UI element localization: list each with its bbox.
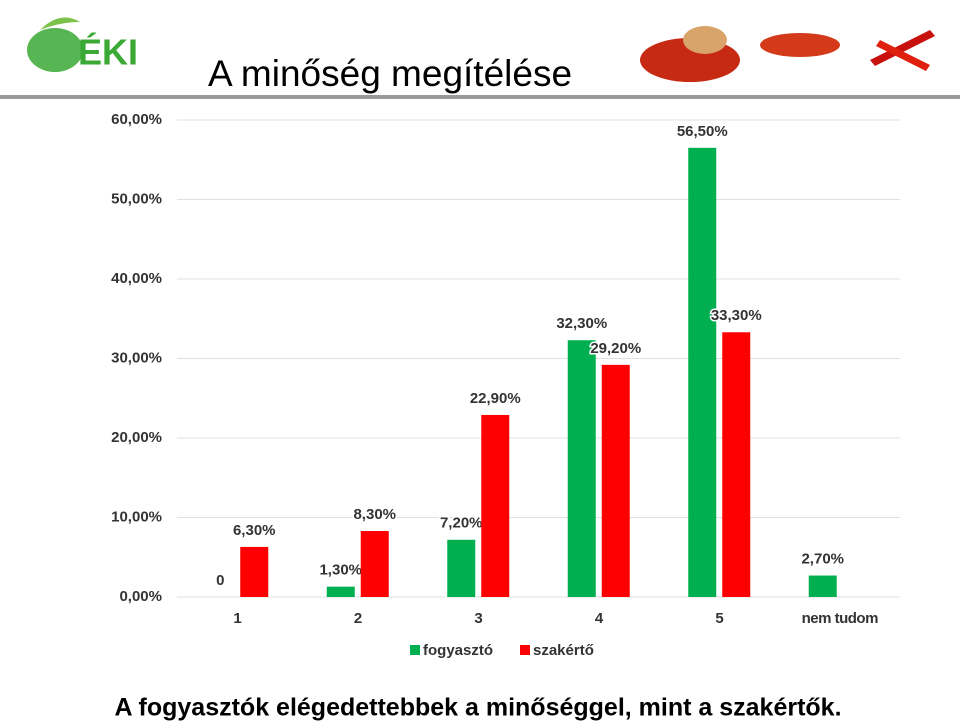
data-label: 56,50% <box>677 123 728 140</box>
data-label: 1,30% <box>319 562 362 579</box>
bar <box>601 364 630 597</box>
y-tick-label: 0,00% <box>119 588 162 605</box>
y-tick-label: 30,00% <box>111 349 162 366</box>
data-label: 7,20% <box>440 515 483 532</box>
data-label: 6,30% <box>233 522 276 539</box>
y-tick-label: 20,00% <box>111 429 162 446</box>
y-tick-label: 50,00% <box>111 190 162 207</box>
x-tick-label: nem tudom <box>802 610 878 627</box>
bar <box>722 332 751 597</box>
y-tick-label: 40,00% <box>111 270 162 287</box>
data-label: 2,70% <box>801 551 844 568</box>
caption: A fogyasztók elégedettebbek a minőséggel… <box>114 694 841 722</box>
x-tick-label: 4 <box>595 610 604 627</box>
y-tick-label: 10,00% <box>111 508 162 525</box>
legend-swatch <box>410 645 420 655</box>
bar <box>808 575 837 597</box>
data-label: 8,30% <box>353 506 396 523</box>
bar <box>447 539 476 597</box>
bar <box>688 147 717 597</box>
spice-images <box>640 26 935 82</box>
data-label: 22,90% <box>470 390 521 407</box>
legend-label: szakértő <box>533 642 594 659</box>
x-tick-label: 2 <box>354 610 362 627</box>
bar <box>326 586 355 597</box>
data-label: 32,30% <box>556 315 607 332</box>
bar <box>567 340 596 597</box>
x-tick-label: 3 <box>474 610 482 627</box>
data-label: 29,20% <box>590 340 641 357</box>
header-rule <box>0 95 960 99</box>
x-tick-label: 1 <box>233 610 241 627</box>
data-label: 0 <box>216 572 224 589</box>
data-label: 33,30% <box>711 307 762 324</box>
y-tick-label: 60,00% <box>111 111 162 128</box>
legend-swatch <box>520 645 530 655</box>
bar <box>240 546 269 597</box>
legend-label: fogyasztó <box>423 642 493 659</box>
logo-text: ÉKI <box>78 32 138 73</box>
chart-title: A minőség megítélése <box>208 53 572 94</box>
bar <box>481 414 510 597</box>
logo: ÉKI <box>27 17 138 73</box>
bar <box>360 531 389 597</box>
x-tick-label: 5 <box>715 610 723 627</box>
